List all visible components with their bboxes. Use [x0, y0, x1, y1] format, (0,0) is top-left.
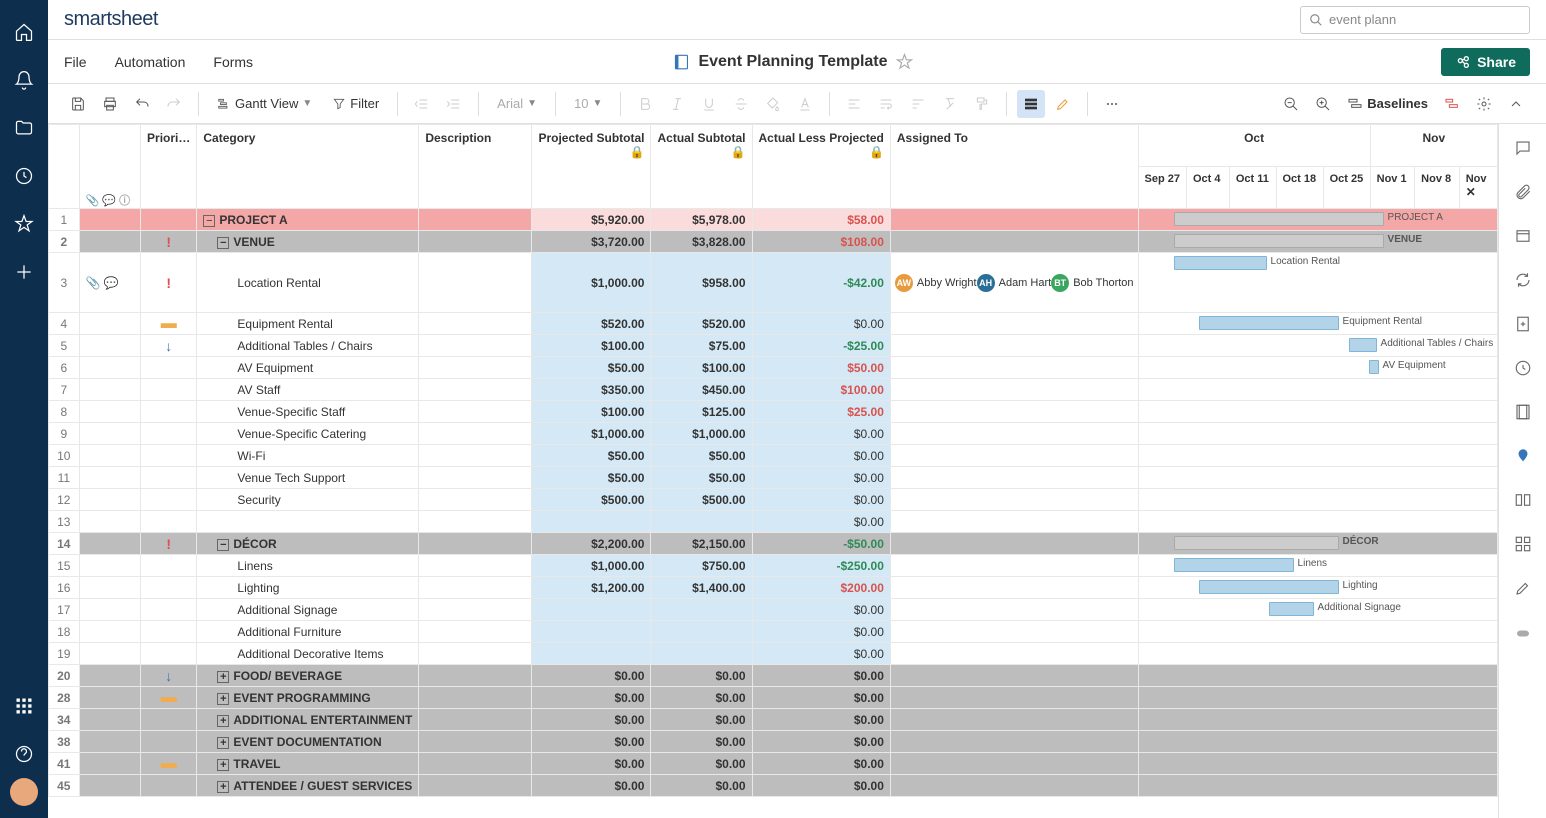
- filter-icon: [332, 97, 346, 111]
- strikethrough-icon[interactable]: [727, 90, 755, 118]
- table-row[interactable]: 18Additional Furniture$0.00: [49, 621, 1498, 643]
- wrap-icon[interactable]: [872, 90, 900, 118]
- bold-icon[interactable]: [631, 90, 659, 118]
- left-nav-rail: [0, 0, 48, 818]
- underline-icon[interactable]: [695, 90, 723, 118]
- table-row[interactable]: 2!−VENUE$3,720.00$3,828.00$108.00VENUE: [49, 231, 1498, 253]
- save-icon[interactable]: [64, 90, 92, 118]
- updaterequests-icon[interactable]: [1507, 264, 1539, 296]
- formatting-icon[interactable]: [1507, 572, 1539, 604]
- table-row[interactable]: 14!−DÉCOR$2,200.00$2,150.00-$50.00DÉCOR: [49, 533, 1498, 555]
- formatpainter-icon[interactable]: [968, 90, 996, 118]
- table-row[interactable]: 38+EVENT DOCUMENTATION$0.00$0.00$0.00: [49, 731, 1498, 753]
- recents-icon[interactable]: [0, 152, 48, 200]
- baselines-icon: [1347, 96, 1363, 112]
- notifications-icon[interactable]: [0, 56, 48, 104]
- publish-icon[interactable]: [1507, 308, 1539, 340]
- favorite-star-icon[interactable]: [896, 53, 914, 71]
- table-row[interactable]: 16Lighting$1,200.00$1,400.00$200.00Light…: [49, 577, 1498, 599]
- conditionalformat-icon[interactable]: [1017, 90, 1045, 118]
- table-row[interactable]: 3📎 💬!Location Rental$1,000.00$958.00-$42…: [49, 253, 1498, 313]
- workapps-icon[interactable]: [1507, 396, 1539, 428]
- folder-icon[interactable]: [0, 104, 48, 152]
- redo-icon[interactable]: [160, 90, 188, 118]
- zoomout-icon[interactable]: [1277, 90, 1305, 118]
- menu-file[interactable]: File: [64, 54, 87, 70]
- view-switcher[interactable]: Gantt View▼: [209, 92, 320, 115]
- favorites-icon[interactable]: [0, 200, 48, 248]
- search-input[interactable]: event plann: [1300, 6, 1530, 34]
- outdent-icon[interactable]: [408, 90, 436, 118]
- toolbar: Gantt View▼ Filter Arial▼ 10▼: [48, 84, 1546, 124]
- italic-icon[interactable]: [663, 90, 691, 118]
- search-icon: [1309, 13, 1323, 27]
- attachments-icon[interactable]: [1507, 176, 1539, 208]
- table-row[interactable]: 7AV Staff$350.00$450.00$100.00: [49, 379, 1498, 401]
- sheet-grid[interactable]: 📎 💬 ⓘPriori…CategoryDescriptionProjected…: [48, 124, 1498, 818]
- table-row[interactable]: 19Additional Decorative Items$0.00: [49, 643, 1498, 665]
- help-icon[interactable]: [0, 730, 48, 778]
- filter-button[interactable]: Filter: [324, 92, 387, 115]
- comments-icon[interactable]: [1507, 132, 1539, 164]
- table-row[interactable]: 12Security$500.00$500.00$0.00: [49, 489, 1498, 511]
- share-icon: [1455, 54, 1471, 70]
- menu-forms[interactable]: Forms: [213, 54, 253, 70]
- brand-logo[interactable]: smartsheet: [64, 8, 158, 31]
- table-row[interactable]: 28▬+EVENT PROGRAMMING$0.00$0.00$0.00: [49, 687, 1498, 709]
- highlight-icon[interactable]: [1049, 90, 1077, 118]
- search-text: event plann: [1329, 12, 1396, 27]
- table-row[interactable]: 45+ATTENDEE / GUEST SERVICES$0.00$0.00$0…: [49, 775, 1498, 797]
- table-row[interactable]: 20↓+FOOD/ BEVERAGE$0.00$0.00$0.00: [49, 665, 1498, 687]
- table-row[interactable]: 15Linens$1,000.00$750.00-$250.00Linens: [49, 555, 1498, 577]
- menu-automation[interactable]: Automation: [115, 54, 186, 70]
- settings-icon[interactable]: [1470, 90, 1498, 118]
- gantt-view-icon: [217, 97, 231, 111]
- textcolor-icon[interactable]: [791, 90, 819, 118]
- baselines-button[interactable]: Baselines: [1341, 92, 1434, 116]
- undo-icon[interactable]: [128, 90, 156, 118]
- menubar: File Automation Forms Event Planning Tem…: [48, 40, 1546, 84]
- table-row[interactable]: 17Additional Signage$0.00Additional Sign…: [49, 599, 1498, 621]
- format-icon[interactable]: [904, 90, 932, 118]
- user-avatar[interactable]: [10, 778, 38, 806]
- brandfolder-icon[interactable]: [1507, 440, 1539, 472]
- more-icon[interactable]: [1098, 90, 1126, 118]
- print-icon[interactable]: [96, 90, 124, 118]
- summary-icon[interactable]: [1507, 484, 1539, 516]
- table-row[interactable]: 8Venue-Specific Staff$100.00$125.00$25.0…: [49, 401, 1498, 423]
- sheet-icon: [672, 53, 690, 71]
- fillcolor-icon[interactable]: [759, 90, 787, 118]
- table-row[interactable]: 9Venue-Specific Catering$1,000.00$1,000.…: [49, 423, 1498, 445]
- connections-icon[interactable]: [1507, 616, 1539, 648]
- align-icon[interactable]: [840, 90, 868, 118]
- table-row[interactable]: 41▬+TRAVEL$0.00$0.00$0.00: [49, 753, 1498, 775]
- table-row[interactable]: 5↓Additional Tables / Chairs$100.00$75.0…: [49, 335, 1498, 357]
- apps-grid-icon[interactable]: [0, 682, 48, 730]
- add-icon[interactable]: [0, 248, 48, 296]
- fontsize-selector[interactable]: 10▼: [566, 92, 610, 115]
- activitylog-icon[interactable]: [1507, 352, 1539, 384]
- topbar: smartsheet event plann: [48, 0, 1546, 40]
- collapse-icon[interactable]: [1502, 90, 1530, 118]
- resourcemanagement-icon[interactable]: [1507, 528, 1539, 560]
- table-row[interactable]: 6AV Equipment$50.00$100.00$50.00AV Equip…: [49, 357, 1498, 379]
- table-row[interactable]: 1−PROJECT A$5,920.00$5,978.00$58.00PROJE…: [49, 209, 1498, 231]
- zoomin-icon[interactable]: [1309, 90, 1337, 118]
- sheet-title-text: Event Planning Template: [698, 53, 887, 71]
- table-row[interactable]: 4▬Equipment Rental$520.00$520.00$0.00Equ…: [49, 313, 1498, 335]
- table-row[interactable]: 34+ADDITIONAL ENTERTAINMENT$0.00$0.00$0.…: [49, 709, 1498, 731]
- right-panel-rail: [1498, 124, 1546, 818]
- share-button[interactable]: Share: [1441, 48, 1530, 76]
- sheet-title: Event Planning Template: [672, 53, 921, 71]
- proofs-icon[interactable]: [1507, 220, 1539, 252]
- table-row[interactable]: 13$0.00: [49, 511, 1498, 533]
- clearformat-icon[interactable]: [936, 90, 964, 118]
- table-row[interactable]: 10Wi-Fi$50.00$50.00$0.00: [49, 445, 1498, 467]
- table-row[interactable]: 11Venue Tech Support$50.00$50.00$0.00: [49, 467, 1498, 489]
- criticalpath-icon[interactable]: [1438, 90, 1466, 118]
- font-selector[interactable]: Arial▼: [489, 92, 545, 115]
- indent-icon[interactable]: [440, 90, 468, 118]
- home-icon[interactable]: [0, 8, 48, 56]
